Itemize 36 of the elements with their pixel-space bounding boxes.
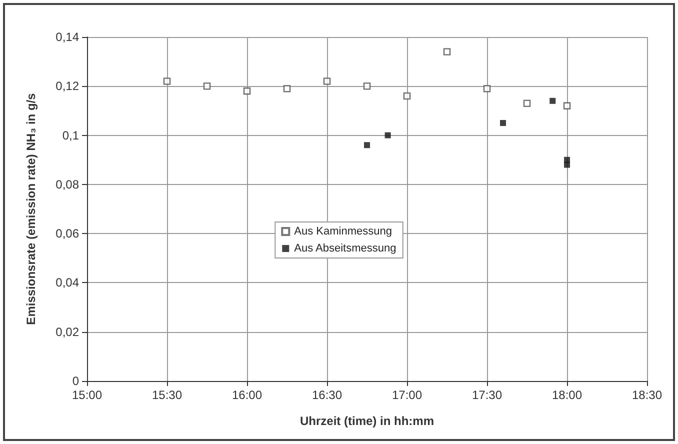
x-tick-label: 17:30 bbox=[472, 388, 502, 402]
y-axis-title: Emissionsrate (emission rate) NH₃ in g/s bbox=[24, 92, 38, 325]
x-tick-label: 17:00 bbox=[392, 388, 422, 402]
y-tick-label: 0,04 bbox=[56, 276, 80, 290]
point bbox=[163, 78, 171, 85]
point bbox=[523, 100, 531, 107]
x-tick-label: 15:00 bbox=[72, 388, 102, 402]
point bbox=[443, 48, 451, 56]
y-tick-label: 0,1 bbox=[62, 128, 80, 142]
x-tick-label: 18:00 bbox=[552, 388, 582, 402]
legend-label: Aus Abseitsmessung bbox=[294, 242, 396, 254]
x-tick-label: 16:30 bbox=[312, 388, 342, 402]
legend-label: Aus Kaminmessung bbox=[294, 226, 392, 238]
y-tick-label: 0,12 bbox=[56, 79, 80, 94]
point bbox=[243, 87, 251, 95]
point bbox=[403, 92, 411, 100]
point bbox=[323, 78, 331, 85]
x-tick-label: 18:30 bbox=[632, 388, 662, 402]
y-tick-label: 0 bbox=[72, 374, 80, 388]
point bbox=[364, 142, 370, 148]
point bbox=[483, 84, 491, 92]
x-tick-label: 15:30 bbox=[152, 388, 182, 402]
x-axis-title: Uhrzeit (time) in hh:mm bbox=[300, 414, 434, 428]
y-tick-label: 0,08 bbox=[56, 177, 80, 192]
point bbox=[384, 132, 391, 138]
point bbox=[563, 102, 571, 110]
point bbox=[363, 82, 371, 90]
point bbox=[550, 98, 556, 104]
point bbox=[500, 120, 506, 126]
point bbox=[283, 84, 291, 92]
y-tick-label: 0,02 bbox=[56, 324, 80, 339]
point bbox=[203, 82, 211, 90]
point bbox=[564, 162, 570, 168]
y-tick-label: 0,14 bbox=[56, 30, 80, 44]
x-tick-label: 16:00 bbox=[232, 388, 262, 402]
y-tick-label: 0,06 bbox=[56, 226, 80, 241]
